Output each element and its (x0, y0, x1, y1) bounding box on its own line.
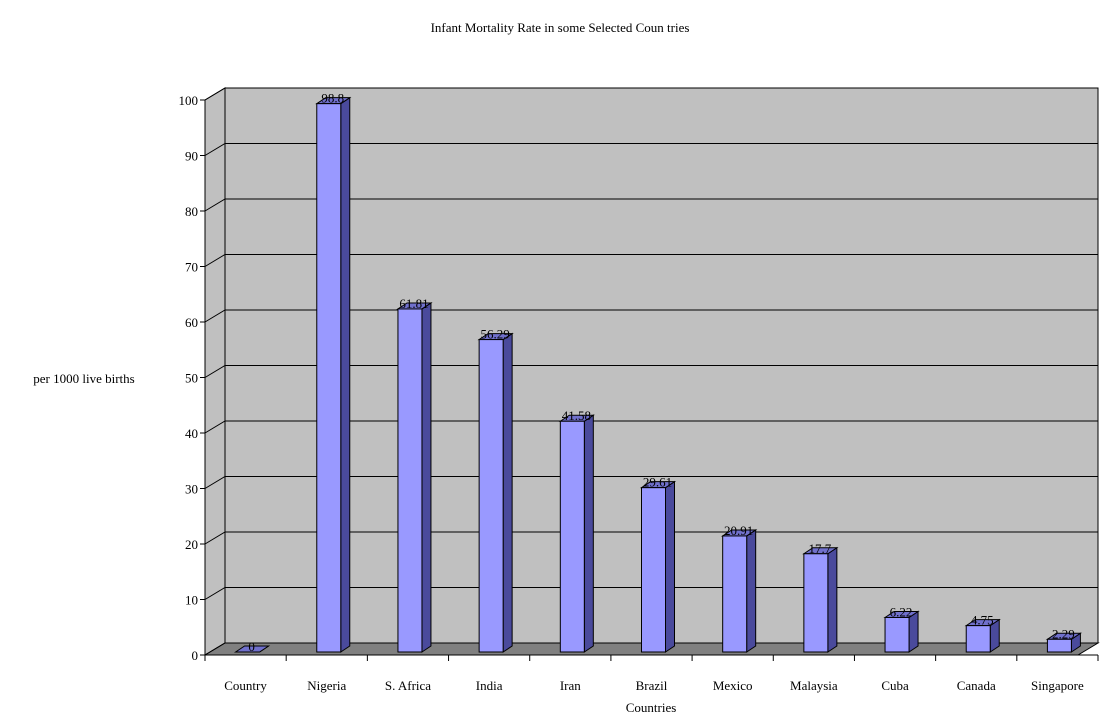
x-tick-label: Cuba (881, 678, 909, 693)
bar-top (233, 645, 271, 653)
data-label: 4.75 (971, 613, 994, 628)
y-tick-label: 90 (185, 149, 198, 164)
bar (965, 625, 991, 653)
bar-side (665, 480, 675, 653)
x-tick-label: Iran (560, 678, 581, 693)
bar (641, 487, 666, 653)
y-tick-label: 10 (185, 593, 198, 608)
gridline (204, 309, 1098, 323)
bar-side (746, 529, 757, 653)
gridline (204, 87, 1098, 101)
plot-area: 0 10 20 30 40 50 60 70 80 90 100 0 Country 98.8 Nigeri… (179, 87, 1100, 693)
x-tick-label: Country (224, 678, 267, 693)
y-tick-label: 80 (185, 204, 198, 219)
gridline (204, 476, 1098, 489)
bar (559, 420, 585, 653)
gridline (204, 143, 1098, 156)
data-label: 41.58 (562, 408, 591, 423)
chart-title: Infant Mortality Rate in some Selected C… (431, 20, 690, 35)
data-label: 2.29 (1052, 626, 1075, 641)
x-axis-label: Countries (626, 700, 677, 715)
x-tick-label: Brazil (636, 678, 668, 693)
bar (803, 553, 829, 653)
y-tick-label: 100 (179, 93, 199, 108)
bar (884, 616, 910, 653)
bar (397, 308, 423, 653)
y-axis-label: per 1000 live births (33, 371, 134, 386)
bar (316, 103, 342, 653)
y-tick-label: 20 (185, 537, 198, 552)
y-tick-label: 40 (185, 426, 198, 441)
data-label: 29.61 (643, 475, 672, 490)
data-label: 61.81 (399, 296, 428, 311)
gridline (204, 254, 1098, 267)
data-label: 6.22 (890, 604, 913, 619)
data-label: 56.29 (481, 327, 510, 342)
bar-side (421, 302, 432, 653)
x-tick-label: India (476, 678, 503, 693)
x-tick-label: S. Africa (385, 678, 431, 693)
data-label: 0 (248, 639, 255, 654)
bar (478, 339, 504, 653)
bar-side (583, 414, 594, 653)
gridline (204, 420, 1098, 434)
x-tick-label: Singapore (1031, 678, 1084, 693)
y-tick-label: 30 (185, 482, 198, 497)
gridline (204, 531, 1098, 545)
x-tick-label: Mexico (713, 678, 753, 693)
bar (1046, 638, 1072, 653)
x-tick-label: Nigeria (307, 678, 346, 693)
y-tick-label: 0 (192, 648, 199, 663)
y-tick-label: 70 (185, 260, 198, 275)
data-label: 20.91 (724, 523, 753, 538)
x-tick-label: Malaysia (790, 678, 838, 693)
gridline (204, 365, 1098, 378)
x-tick-label: Canada (957, 678, 996, 693)
y-tick-label: 50 (185, 371, 198, 386)
bar (722, 535, 748, 653)
data-label: 98.8 (321, 91, 344, 106)
y-tick-label: 60 (185, 315, 198, 330)
gridline (204, 198, 1098, 212)
bar-side (340, 96, 351, 653)
data-label: 17.7 (808, 541, 831, 556)
bar-side (827, 546, 838, 653)
bar-side (502, 332, 513, 653)
